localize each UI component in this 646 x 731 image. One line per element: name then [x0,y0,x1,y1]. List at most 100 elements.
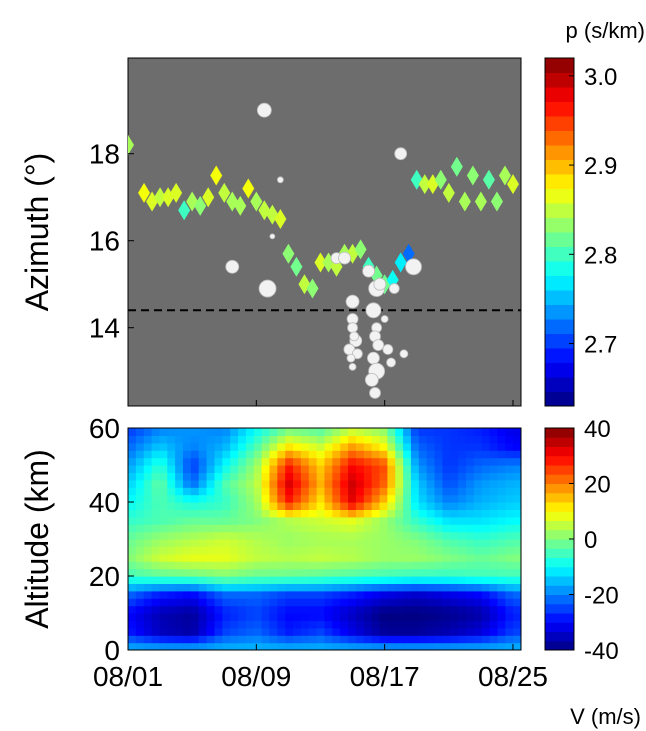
heatmap-cell [410,465,420,473]
heatmap-cell [293,509,302,518]
heatmap-cell [128,502,137,510]
slowness-diamond-point [490,191,503,212]
heatmap-cell [348,613,357,621]
heatmap-cell [442,642,451,650]
heatmap-cell [426,516,436,525]
heatmap-cell [316,435,326,444]
heatmap-cell [261,472,271,481]
heatmap-cell [348,635,357,644]
heatmap-cell [300,487,310,496]
heatmap-cell [458,635,467,644]
heatmap-cell [151,627,161,636]
heatmap-cell [238,472,247,481]
colorbar-swatch [545,159,574,175]
heatmap-cell [395,642,404,650]
heatmap-cell [513,613,521,621]
heatmap-cell [442,435,451,444]
heatmap-cell [379,442,388,451]
heatmap-cell [175,494,184,503]
heatmap-cell [497,435,506,444]
heatmap-cell [245,465,255,473]
heatmap-cell [222,598,231,607]
heatmap-cell [324,465,333,473]
heatmap-cell [167,524,176,533]
heatmap-cell [308,539,318,547]
heatmap-cell [261,642,271,650]
heatmap-cell [190,627,200,636]
heatmap-cell [206,450,216,459]
heatmap-cell [151,428,161,436]
heatmap-cell [403,576,412,584]
heatmap-cell [308,620,318,629]
heatmap-cell [513,568,521,577]
heatmap-cell [183,561,192,570]
heatmap-cell [379,516,388,525]
heatmap-cell [206,583,216,592]
colorbar-tick-label: 3.0 [584,64,617,91]
heatmap-cell [481,605,491,614]
heatmap-cell [277,583,286,592]
heatmap-cell [348,465,357,473]
heatmap-cell [285,576,294,584]
heatmap-cell [230,487,239,496]
heatmap-cell [379,428,388,436]
heatmap-cell [332,561,341,570]
heatmap-cell [395,576,404,584]
heatmap-cell [230,598,239,607]
heatmap-cell [269,613,278,621]
heatmap-cell [230,576,239,584]
heatmap-cell [238,450,247,459]
heatmap-cell [269,428,278,436]
heatmap-cell [434,546,443,555]
heatmap-cell [261,613,271,621]
heatmap-cell [473,487,483,496]
heatmap-cell [261,428,271,436]
colorbar-swatch [545,548,574,558]
colorbar-swatch [545,130,574,146]
heatmap-cell [395,568,404,577]
heatmap-cell [190,568,200,577]
heatmap-cell [277,457,286,466]
heatmap-cell [206,539,216,547]
heatmap-cell [151,642,161,650]
heatmap-cell [379,435,388,444]
heatmap-cell [371,531,381,540]
heatmap-cell [135,516,145,525]
heatmap-cell [183,598,192,607]
colorbar-swatch [545,348,574,363]
heatmap-cell [410,576,420,584]
heatmap-cell [497,465,506,473]
heatmap-cell [324,627,333,636]
heatmap-cell [505,531,514,540]
heatmap-cell [332,516,341,525]
heatmap-cell [371,635,381,644]
heatmap-cell [308,516,318,525]
heatmap-cell [190,465,200,473]
heatmap-cell [300,642,310,650]
heatmap-cell [371,509,381,518]
heatmap-cell [505,509,514,518]
heatmap-cell [379,576,388,584]
heatmap-cell [363,487,373,496]
heatmap-cell [190,494,200,503]
heatmap-cell [379,539,388,547]
heatmap-cell [159,553,168,562]
heatmap-cell [340,502,349,510]
event-circle-point [367,351,380,365]
heatmap-cell [159,435,168,444]
slowness-diamond-point [234,195,247,216]
heatmap-cell [513,457,521,466]
heatmap-cell [222,613,231,621]
heatmap-cell [183,435,192,444]
heatmap-cell [230,605,239,614]
heatmap-cell [387,450,396,459]
heatmap-cell [206,546,216,555]
heatmap-cell [214,598,223,607]
colorbar-swatch [545,613,574,623]
heatmap-cell [363,561,373,570]
heatmap-cell [465,472,475,481]
heatmap-cell [403,583,412,592]
heatmap-cell [277,561,286,570]
heatmap-cell [332,539,341,547]
heatmap-cell [387,442,396,451]
